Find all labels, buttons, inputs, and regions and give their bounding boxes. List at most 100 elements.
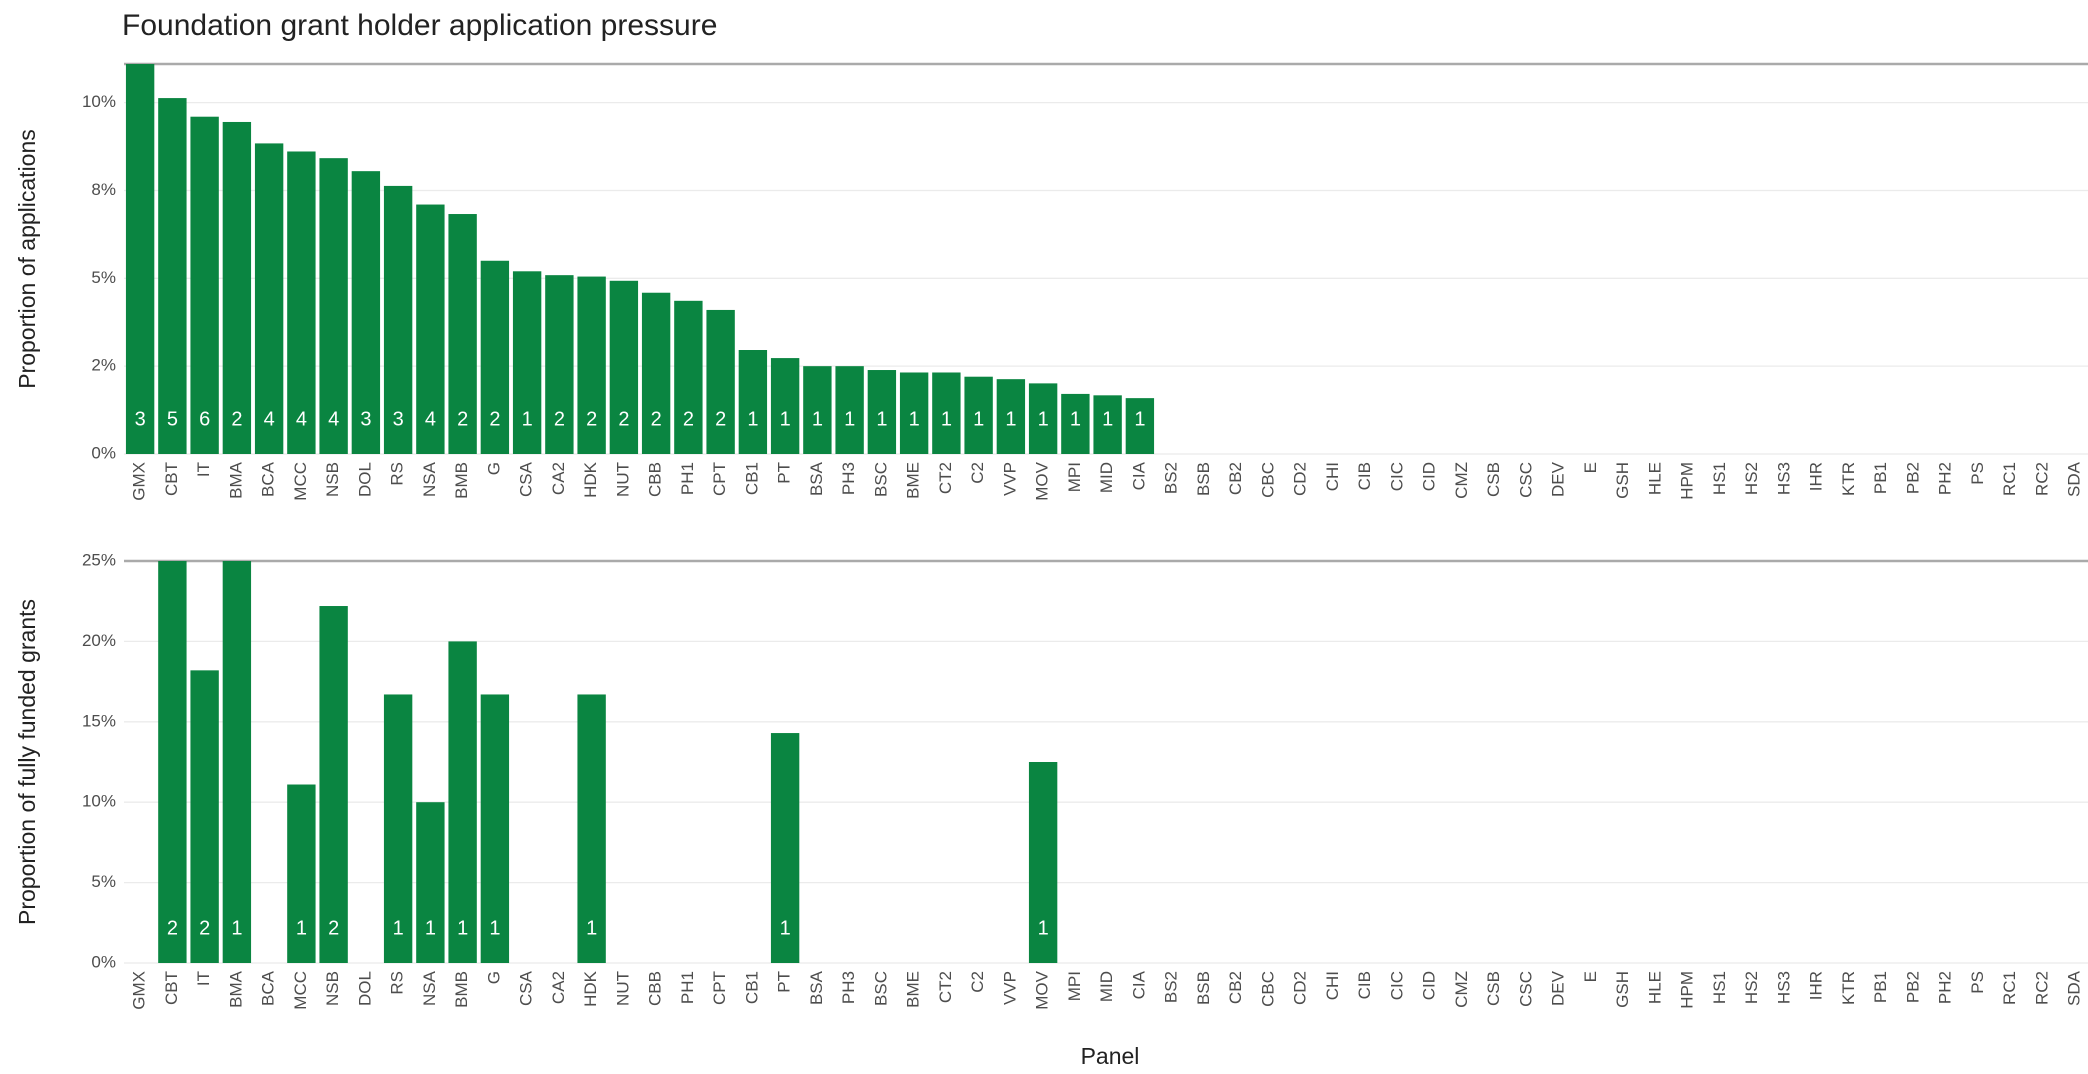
x-tick-label: MOV bbox=[1033, 461, 1052, 500]
y-tick-label: 10% bbox=[82, 92, 116, 111]
x-tick-label: IT bbox=[194, 971, 213, 986]
bar bbox=[480, 260, 510, 454]
x-tick-label: CD2 bbox=[1291, 462, 1310, 496]
x-tick-label: NSB bbox=[323, 971, 342, 1006]
bar bbox=[416, 204, 445, 454]
count-label: 1 bbox=[522, 408, 533, 430]
x-tick-label: NUT bbox=[613, 971, 632, 1006]
x-tick-label: GMX bbox=[130, 462, 149, 501]
x-tick-label: KTR bbox=[1839, 462, 1858, 496]
bar bbox=[964, 376, 993, 454]
count-label: 4 bbox=[296, 408, 307, 430]
count-label: 2 bbox=[231, 408, 242, 430]
x-tick-label: CT2 bbox=[936, 971, 955, 1003]
x-tick-label: RS bbox=[388, 462, 407, 486]
count-label: 1 bbox=[941, 408, 952, 430]
chart-title: Foundation grant holder application pres… bbox=[122, 9, 717, 42]
bar bbox=[319, 158, 348, 454]
bar bbox=[416, 802, 445, 963]
x-tick-label: PH3 bbox=[839, 971, 858, 1004]
x-tick-label: CB1 bbox=[742, 971, 761, 1004]
x-tick-label: CB2 bbox=[1226, 971, 1245, 1004]
bar bbox=[351, 171, 381, 454]
bar bbox=[674, 300, 703, 454]
x-tick-label: HS2 bbox=[1742, 971, 1761, 1004]
bar bbox=[383, 694, 413, 963]
x-tick-label: CBB bbox=[646, 971, 665, 1006]
bar bbox=[448, 214, 477, 454]
bar bbox=[641, 292, 671, 454]
bar bbox=[545, 275, 574, 454]
count-label: 1 bbox=[1070, 408, 1081, 430]
x-tick-label: BSB bbox=[1194, 971, 1213, 1005]
count-label: 1 bbox=[586, 917, 597, 939]
count-label: 4 bbox=[425, 408, 436, 430]
count-label: 1 bbox=[393, 917, 404, 939]
x-tick-label: PH2 bbox=[1936, 971, 1955, 1004]
x-tick-label: PB2 bbox=[1903, 462, 1922, 494]
x-tick-label: CBC bbox=[1258, 971, 1277, 1007]
y-tick-label: 15% bbox=[82, 711, 116, 730]
bar bbox=[932, 372, 961, 454]
x-tick-label: CBC bbox=[1258, 462, 1277, 498]
count-label: 1 bbox=[844, 408, 855, 430]
x-tick-label: HS3 bbox=[1774, 462, 1793, 495]
x-tick-label: HS2 bbox=[1742, 462, 1761, 495]
x-tick-label: PH2 bbox=[1936, 462, 1955, 495]
count-label: 3 bbox=[360, 408, 371, 430]
x-tick-label: VVP bbox=[1000, 971, 1019, 1005]
x-tick-label: KTR bbox=[1839, 971, 1858, 1005]
count-label: 3 bbox=[135, 408, 146, 430]
y-tick-label: 10% bbox=[82, 792, 116, 811]
bar bbox=[158, 561, 187, 963]
bar bbox=[448, 641, 477, 963]
count-label: 4 bbox=[328, 408, 339, 430]
x-tick-label: PH1 bbox=[678, 462, 697, 495]
bar bbox=[125, 64, 155, 454]
bar bbox=[738, 350, 768, 454]
x-tick-label: CT2 bbox=[936, 462, 955, 494]
y-tick-label: 5% bbox=[91, 872, 116, 891]
count-label: 2 bbox=[683, 408, 694, 430]
x-tick-label: RS bbox=[388, 971, 407, 995]
count-label: 3 bbox=[393, 408, 404, 430]
x-tick-label: BSA bbox=[807, 461, 826, 496]
x-tick-label: CBT bbox=[162, 971, 181, 1005]
count-label: 2 bbox=[167, 917, 178, 939]
x-tick-label: BSC bbox=[871, 462, 890, 497]
count-label: 1 bbox=[296, 917, 307, 939]
x-tick-label: CHI bbox=[1323, 462, 1342, 491]
x-tick-label: CMZ bbox=[1452, 462, 1471, 499]
x-tick-label: HDK bbox=[581, 970, 600, 1007]
y-tick-label: 5% bbox=[91, 268, 116, 287]
x-tick-label: CIC bbox=[1387, 462, 1406, 491]
count-label: 2 bbox=[457, 408, 468, 430]
bar bbox=[577, 694, 606, 963]
bar bbox=[319, 606, 348, 963]
bar bbox=[1093, 395, 1122, 454]
x-tick-label: MCC bbox=[291, 462, 310, 501]
x-tick-label: MCC bbox=[291, 971, 310, 1010]
y-tick-label: 0% bbox=[91, 952, 116, 971]
bar bbox=[577, 276, 606, 454]
bar bbox=[190, 116, 219, 455]
x-tick-label: CA2 bbox=[549, 971, 568, 1004]
count-label: 6 bbox=[199, 408, 210, 430]
x-tick-label: C2 bbox=[968, 971, 987, 993]
x-tick-label: RC2 bbox=[2032, 971, 2051, 1005]
count-label: 1 bbox=[780, 408, 791, 430]
count-label: 1 bbox=[780, 917, 791, 939]
x-tick-label: BSA bbox=[807, 970, 826, 1005]
x-tick-label: MOV bbox=[1033, 970, 1052, 1009]
count-label: 2 bbox=[199, 917, 210, 939]
bar bbox=[803, 366, 832, 454]
x-tick-label: DEV bbox=[1549, 461, 1568, 497]
count-label: 2 bbox=[554, 408, 565, 430]
x-tick-label: CMZ bbox=[1452, 971, 1471, 1008]
x-tick-label: PB2 bbox=[1903, 971, 1922, 1003]
x-tick-label: GSH bbox=[1613, 971, 1632, 1008]
y-tick-label: 25% bbox=[82, 550, 116, 569]
x-tick-label: CSA bbox=[517, 970, 536, 1006]
count-label: 2 bbox=[618, 408, 629, 430]
